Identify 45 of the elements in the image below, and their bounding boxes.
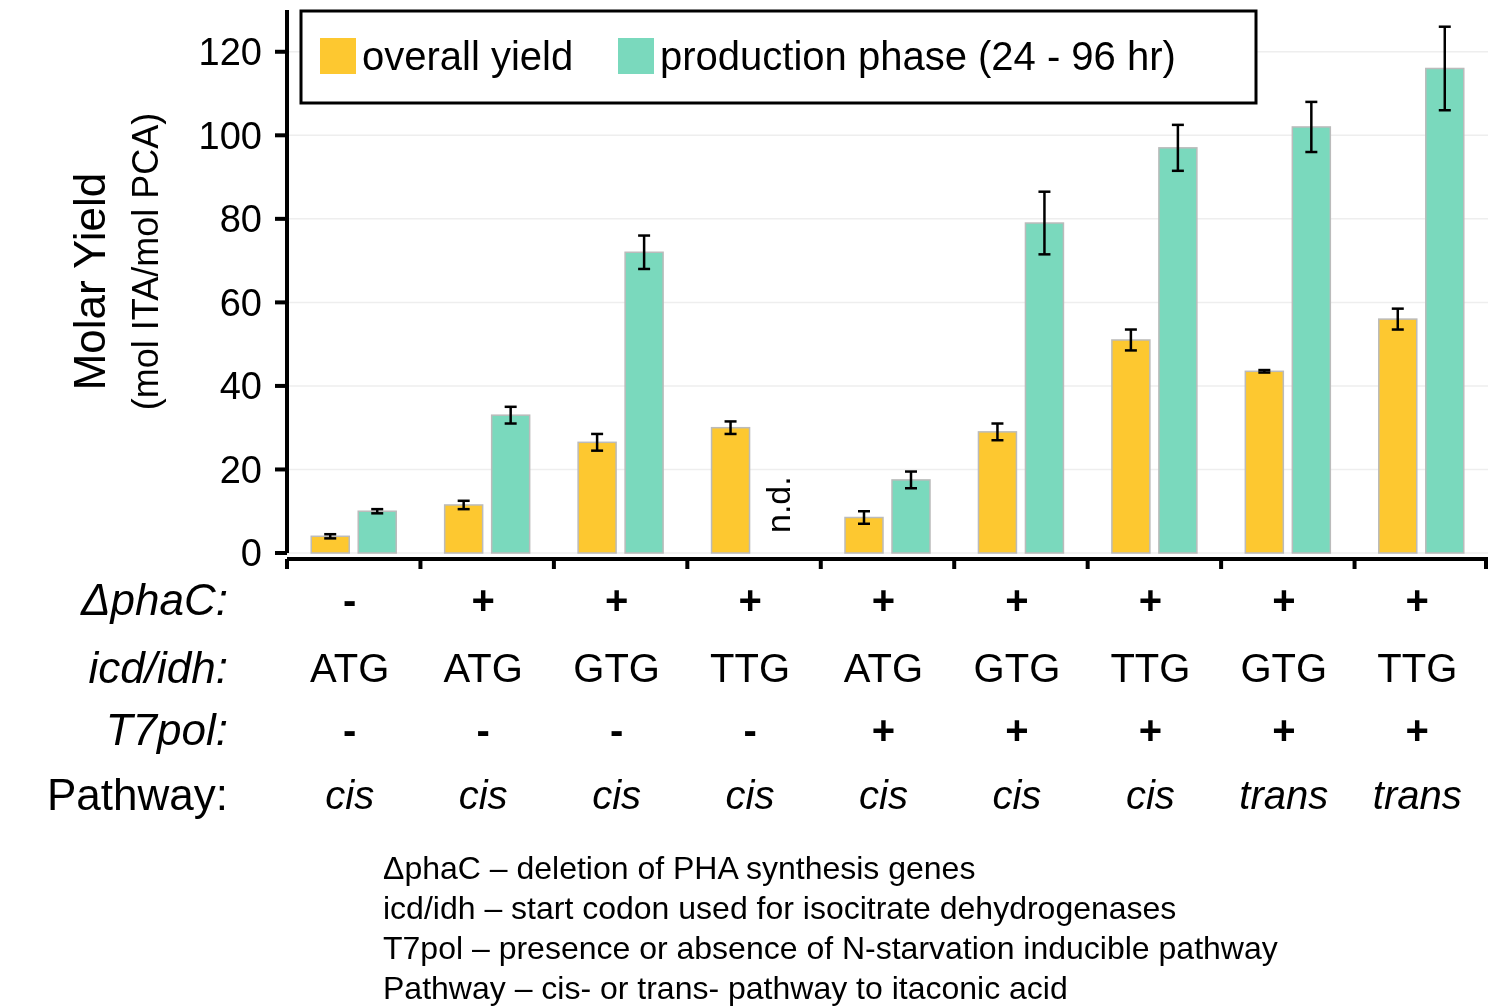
y-tick-label: 40 <box>219 365 262 408</box>
annotation: n.d. <box>758 476 797 533</box>
legend-label: production phase (24 - 96 hr) <box>660 34 1176 78</box>
legend-label: overall yield <box>362 34 574 78</box>
x-tick-label: + GTG + trans <box>1239 578 1329 817</box>
text: icd/idh: <box>88 643 228 693</box>
x-tick-label: + ATG + cis <box>843 578 924 817</box>
bar <box>310 535 350 554</box>
x-tick-label: + GTG + cis <box>973 578 1061 817</box>
y-tick-label: 80 <box>219 198 262 241</box>
bar <box>844 516 884 554</box>
y-tick-label: 0 <box>240 532 262 575</box>
bar <box>1111 339 1151 554</box>
y-tick-label: 100 <box>198 114 262 157</box>
x-tick-label: + TTG - cis <box>710 578 791 817</box>
x-tick-label: + TTG + cis <box>1110 578 1191 817</box>
y-tick-label: 20 <box>219 448 262 491</box>
x-tick-label: + ATG - cis <box>443 578 523 817</box>
x-tick-label: + GTG - cis <box>573 578 660 817</box>
text: Pathway – cis- or trans- pathway to itaconic acid <box>383 970 1068 1007</box>
text: ΔphaC: <box>80 575 228 625</box>
bar <box>1425 67 1465 554</box>
bar <box>1291 126 1332 554</box>
bar <box>624 251 664 554</box>
bar <box>577 441 617 554</box>
bar <box>710 426 751 554</box>
x-tick-label: + TTG + trans <box>1372 578 1462 817</box>
bar <box>1378 318 1418 554</box>
bar <box>490 414 531 554</box>
bar <box>357 510 397 554</box>
bar <box>1244 370 1285 554</box>
bar <box>891 479 931 554</box>
y-tick-label: 60 <box>219 281 262 324</box>
bar <box>977 431 1018 554</box>
y-axis-title: Molar Yield (mol ITA/mol PCA) <box>65 112 166 411</box>
bar <box>1158 147 1198 554</box>
text: icd/idh – start codon used for isocitrate dehydrogenases <box>383 890 1177 927</box>
text: T7pol – presence or absence of N-starvation inducible pathway <box>383 930 1278 967</box>
text: Pathway: <box>47 770 228 820</box>
x-tick-label: - ATG - cis <box>310 578 390 817</box>
y-tick-label: 120 <box>198 31 262 74</box>
bar <box>443 504 484 554</box>
text: T7pol: <box>105 705 228 755</box>
text: ΔphaC – deletion of PHA synthesis genes <box>383 850 976 887</box>
bar <box>1024 222 1065 554</box>
